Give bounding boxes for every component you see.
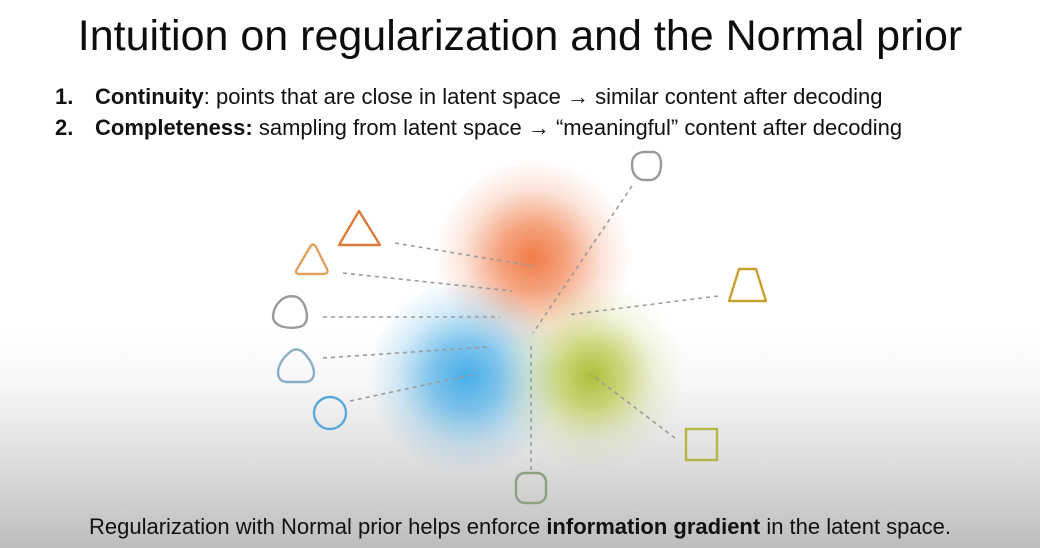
point-number: 2. bbox=[55, 115, 74, 140]
rounded-square-shape-icon bbox=[514, 471, 548, 505]
triangle-shape-icon bbox=[337, 209, 382, 247]
point-number: 1. bbox=[55, 84, 74, 109]
connector-line bbox=[566, 295, 719, 316]
connector-line bbox=[322, 346, 488, 359]
point-text: : points that are close in latent space … bbox=[203, 84, 883, 109]
rounded-blob-shape-icon bbox=[276, 348, 316, 384]
green-latent-cluster bbox=[497, 282, 685, 470]
footer-text-prefix: Regularization with Normal prior helps e… bbox=[88, 514, 547, 539]
rounded-triangle-shape-icon bbox=[294, 243, 329, 276]
point-term: Continuity bbox=[95, 84, 204, 109]
point-term: Completeness: bbox=[95, 115, 253, 140]
square-shape-icon bbox=[684, 427, 719, 462]
rounded-blob-shape-icon bbox=[271, 295, 309, 329]
circle-shape-icon bbox=[312, 395, 348, 431]
trapezoid-shape-icon bbox=[727, 267, 768, 303]
footer-text-suffix: in the latent space. bbox=[760, 514, 951, 539]
connector-lines bbox=[322, 185, 719, 470]
slide-title: Intuition on regularization and the Norm… bbox=[77, 12, 963, 60]
point-text: sampling from latent space → “meaningful… bbox=[252, 115, 903, 140]
rounded-blob-shape-icon bbox=[630, 150, 663, 182]
connector-line bbox=[532, 185, 633, 334]
footer-emphasis: information gradient bbox=[546, 514, 761, 539]
point-completeness: 2. Completeness: sampling from latent spa… bbox=[55, 112, 902, 143]
key-points-list: 1. Continuity: points that are close in l… bbox=[55, 81, 902, 143]
connector-line bbox=[349, 373, 477, 402]
connector-line bbox=[590, 373, 676, 439]
point-continuity: 1. Continuity: points that are close in l… bbox=[55, 81, 902, 112]
footer-caption: Regularization with Normal prior helps e… bbox=[0, 512, 1040, 542]
